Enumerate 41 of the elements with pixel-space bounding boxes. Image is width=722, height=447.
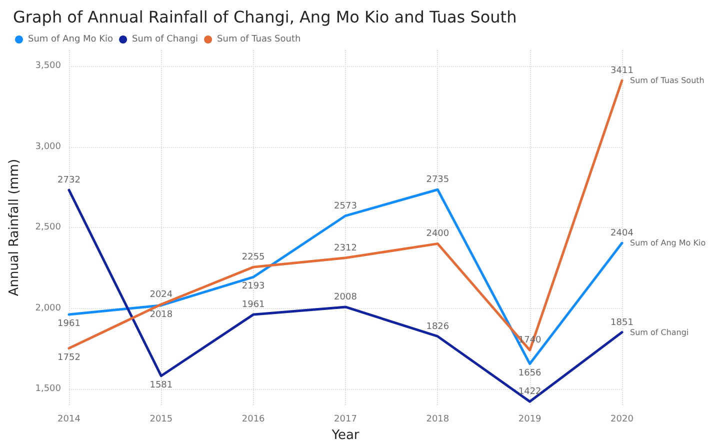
data-label: 2024: [150, 290, 173, 300]
data-label: 1581: [150, 380, 173, 390]
legend-label: Sum of Tuas South: [217, 34, 301, 44]
data-label: 2008: [334, 292, 358, 302]
data-label: 3411: [610, 66, 634, 76]
legend-label: Sum of Changi: [132, 34, 198, 44]
legend-label: Sum of Ang Mo Kio: [28, 34, 114, 44]
y-tick-label: 2,000: [35, 303, 62, 314]
data-label: 2735: [426, 175, 450, 186]
x-tick-label: 2014: [58, 414, 81, 425]
data-label: 2404: [610, 228, 634, 239]
x-tick-label: 2017: [334, 414, 357, 425]
text: Sum of Tuas South: [630, 76, 704, 86]
data-label: 1961: [242, 300, 265, 310]
data-label: 1752: [58, 352, 80, 363]
data-label: 1851: [610, 318, 634, 328]
x-tick-label: 2015: [150, 414, 173, 425]
data-label: 2312: [334, 243, 357, 254]
data-label: 2573: [334, 201, 357, 212]
y-tick-label: 3,500: [35, 61, 62, 72]
y-axis-title: Annual Rainfall (mm): [7, 158, 22, 296]
y-tick-label: 3,000: [35, 142, 62, 152]
x-tick-label: 2016: [242, 414, 266, 425]
text: Sum of Ang Mo Kio: [630, 238, 706, 248]
data-label: 2018: [150, 310, 173, 320]
x-tick-label: 2018: [426, 414, 450, 425]
x-tick-label: 2019: [518, 414, 542, 425]
data-label: 2255: [242, 252, 265, 263]
y-tick-label: 1,500: [35, 384, 62, 394]
x-axis-title: Year: [330, 428, 360, 443]
data-label: 1961: [58, 319, 80, 330]
data-label: 1422: [518, 387, 542, 398]
chart-title: Graph of Annual Rainfall of Changi, Ang Mo Kio and Tuas South: [13, 8, 517, 26]
text: Sum of Changi: [630, 328, 689, 337]
data-label: 2193: [242, 282, 265, 292]
data-label: 1656: [518, 368, 542, 378]
data-label: 2732: [58, 176, 80, 186]
data-label: 1826: [426, 322, 450, 332]
y-tick-label: 2,500: [35, 222, 62, 233]
data-label: 2400: [426, 229, 450, 240]
x-tick-label: 2020: [610, 414, 634, 425]
